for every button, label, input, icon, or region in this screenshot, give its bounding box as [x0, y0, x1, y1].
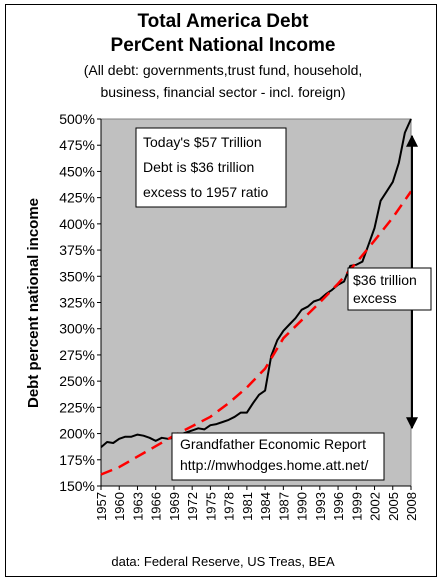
annotation-bottom-line-1: Grandfather Economic Report	[180, 436, 366, 452]
x-tick-label: 1963	[130, 492, 145, 521]
annotation-right-line-1: $36 trillion	[353, 272, 417, 288]
x-tick-label: 1990	[295, 492, 310, 521]
chart-subtitle-line-2: business, financial sector - incl. forei…	[100, 84, 345, 100]
y-tick-label: 475%	[59, 137, 95, 153]
x-tick-label: 2002	[368, 492, 383, 521]
y-axis: 150% 175% 200% 225% 250% 275% 300% 325% 350% 375%…	[59, 111, 102, 494]
annotation-top-box	[135, 127, 287, 208]
annotation-bottom-line-2: http://mwhodges.home.att.net/	[180, 457, 368, 473]
x-tick-label: 1984	[258, 492, 273, 521]
y-tick-label: 300%	[59, 321, 95, 337]
y-tick-label: 175%	[59, 452, 95, 468]
x-tick-label: 1960	[112, 492, 127, 521]
chart-title-line-2: PerCent National Income	[111, 35, 336, 56]
y-tick-label: 275%	[59, 347, 95, 363]
y-tick-label: 325%	[59, 295, 95, 311]
annotation-top-line-2: Debt is $36 trillion	[143, 159, 254, 175]
x-tick-label: 1996	[331, 492, 346, 521]
x-tick-label: 1975	[203, 492, 218, 521]
annotation-top-line-3: excess to 1957 ratio	[143, 184, 269, 200]
annotation-bottom-box	[171, 432, 385, 481]
annotation-right-line-2: excess	[353, 290, 397, 306]
chart-title-line-1: Total America Debt	[137, 11, 309, 32]
x-tick-label: 1993	[313, 492, 328, 521]
annotation-right: $36 trillion excess	[347, 267, 432, 311]
y-tick-label: 250%	[59, 373, 95, 389]
y-tick-label: 375%	[59, 242, 95, 258]
y-tick-label: 150%	[59, 478, 95, 494]
x-tick-label: 1987	[276, 492, 291, 521]
y-tick-label: 425%	[59, 190, 95, 206]
x-axis: 1957 1960 1963 1966 1969 1972 1975 1978 1981 1984…	[94, 485, 419, 521]
x-tick-label: 2008	[404, 492, 419, 521]
x-tick-label: 1999	[349, 492, 364, 521]
y-axis-label: Debt percent national income	[25, 198, 42, 408]
annotation-top: Today's $57 Trillion Debt is $36 trillio…	[135, 127, 287, 208]
y-tick-label: 200%	[59, 426, 95, 442]
x-tick-label: 1972	[185, 492, 200, 521]
annotation-bottom: Grandfather Economic Report http://mwhod…	[171, 432, 385, 481]
annotation-top-line-1: Today's $57 Trillion	[143, 134, 262, 150]
trend-line-1957-ratio	[100, 190, 413, 476]
x-tick-label: 1957	[94, 492, 109, 521]
x-tick-label: 1981	[240, 492, 255, 521]
series-layer	[100, 118, 413, 476]
source-note: data: Federal Reserve, US Treas, BEA	[111, 554, 335, 569]
x-tick-label: 1978	[222, 492, 237, 521]
y-tick-label: 500%	[59, 111, 95, 127]
x-tick-label: 1966	[149, 492, 164, 521]
y-tick-label: 400%	[59, 216, 95, 232]
annotation-right-box	[347, 267, 432, 311]
x-tick-label: 1969	[167, 492, 182, 521]
chart-subtitle-line-1: (All debt: governments,trust fund, house…	[84, 62, 363, 78]
y-tick-label: 450%	[59, 163, 95, 179]
debt-ratio-line	[100, 118, 412, 448]
y-tick-label: 225%	[59, 399, 95, 415]
x-tick-label: 2005	[386, 492, 401, 521]
y-tick-label: 350%	[59, 268, 95, 284]
